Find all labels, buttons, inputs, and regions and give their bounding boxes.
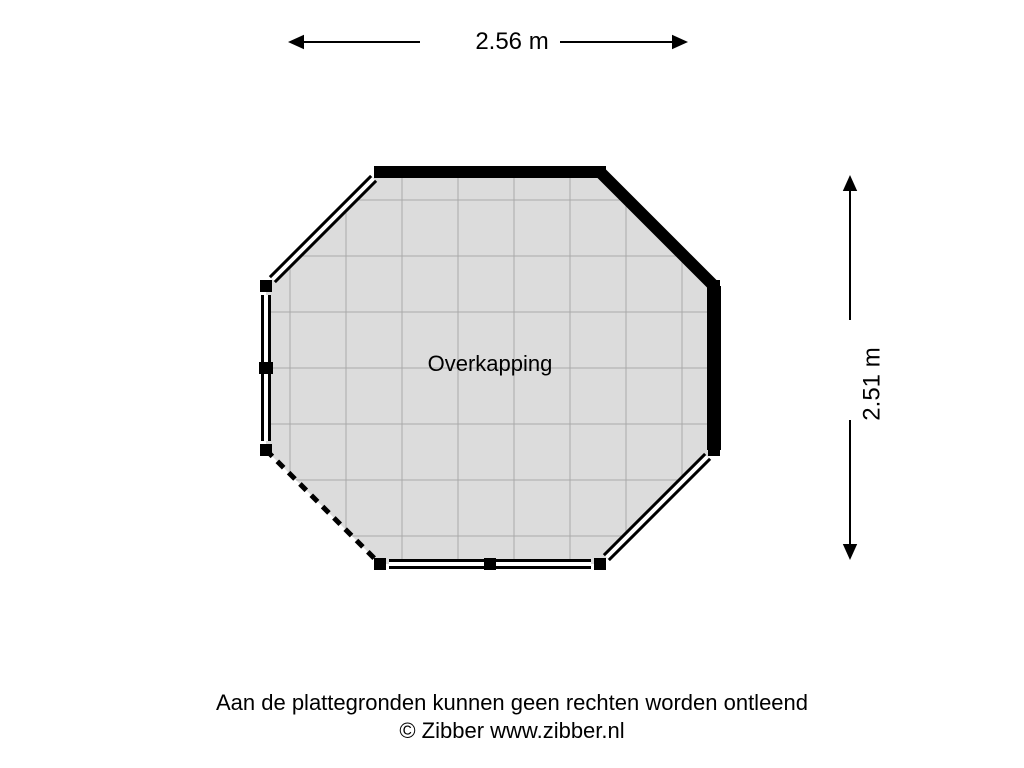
footer-line1: Aan de plattegronden kunnen geen rechten… [0, 689, 1024, 717]
dimension-top-arrow [288, 35, 688, 49]
footer-line2: © Zibber www.zibber.nl [0, 717, 1024, 745]
floorplan-svg: Overkapping [0, 0, 1024, 768]
dimension-right-arrow [843, 175, 857, 560]
floorplan-canvas: 2.56 m 2.51 m Overkapping Aan de [0, 0, 1024, 768]
footer-disclaimer: Aan de plattegronden kunnen geen rechten… [0, 689, 1024, 744]
room-label: Overkapping [428, 351, 553, 376]
